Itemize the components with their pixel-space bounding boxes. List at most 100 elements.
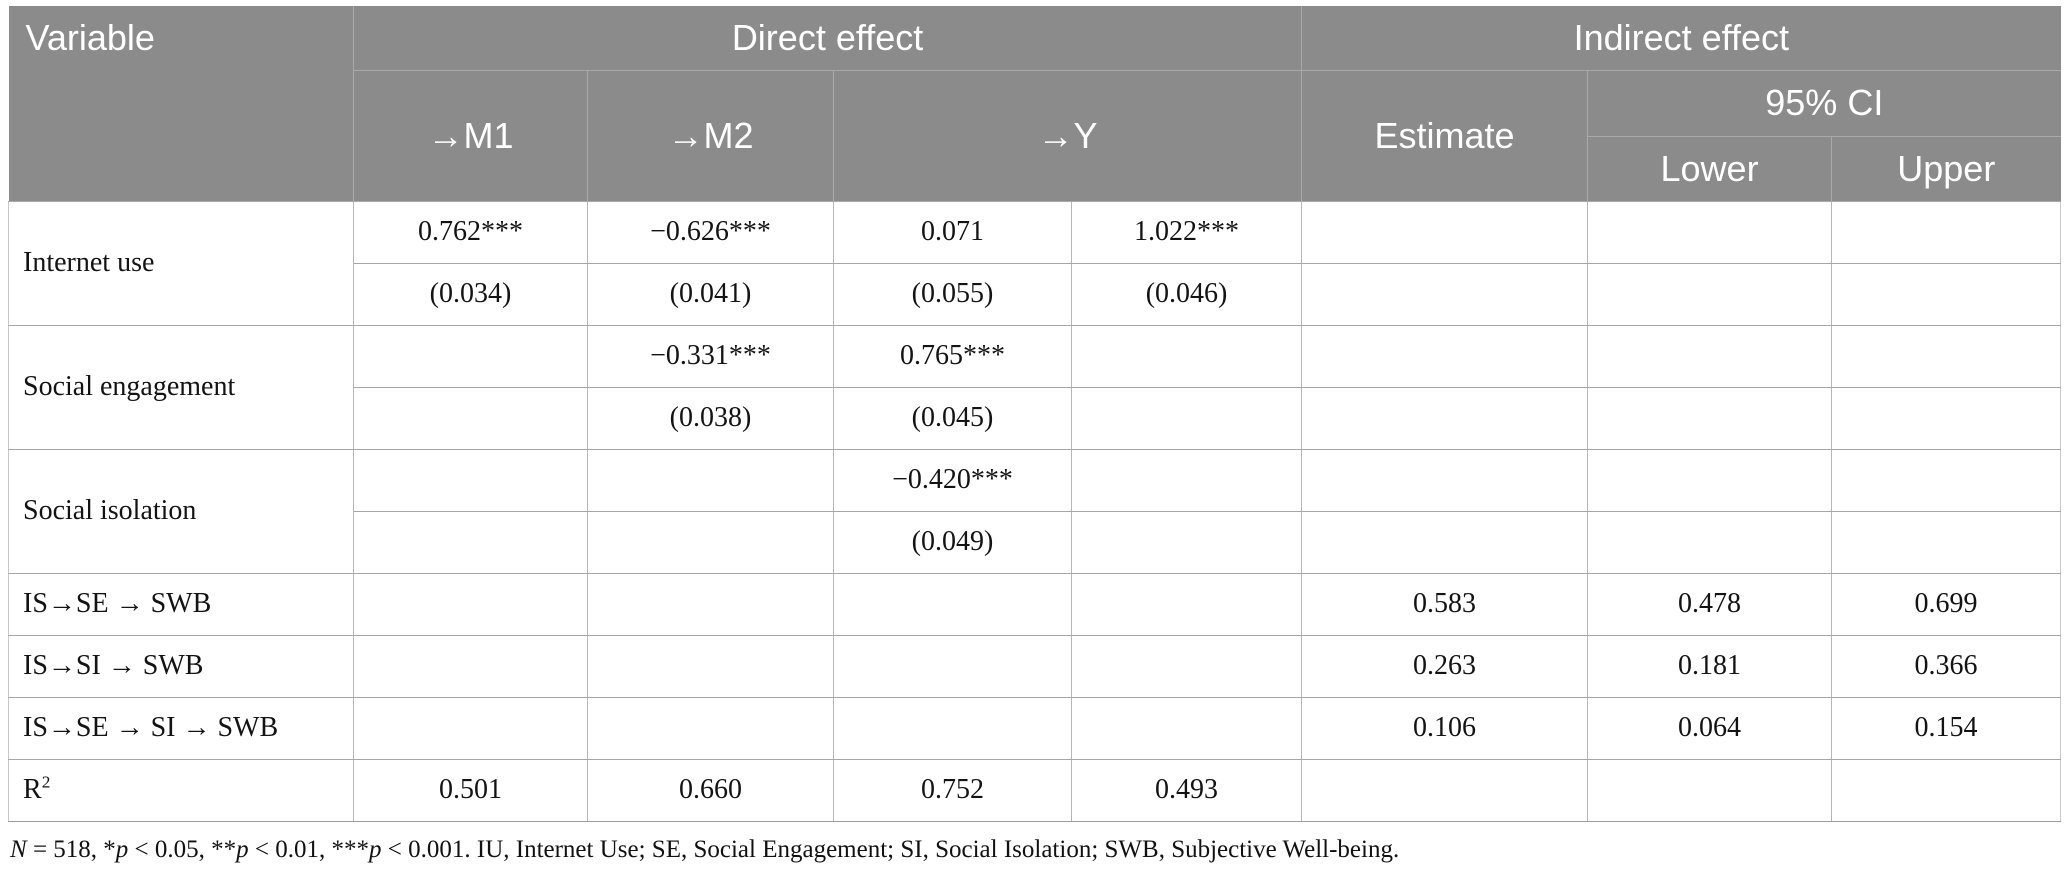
row-label-internet-use: Internet use	[8, 200, 354, 326]
cell-empty	[1070, 510, 1303, 574]
col-header-estimate: Estimate	[1301, 69, 1589, 202]
cell-empty	[1070, 572, 1303, 636]
cell-internet-use-y1: 0.071	[833, 200, 1072, 264]
cell-social-isolation-y1-se: (0.049)	[833, 510, 1072, 574]
table-footnote: N = 518, *p < 0.05, **p < 0.01, ***p < 0…	[10, 835, 1400, 863]
cell-social-engagement-y1: 0.765***	[833, 324, 1072, 388]
cell-empty	[353, 696, 588, 760]
cell-empty	[1831, 386, 2062, 450]
row-label-is-se-si-swb: IS→SE → SI → SWB	[8, 696, 354, 760]
cell-is-si-swb-upper: 0.366	[1831, 634, 2062, 698]
cell-empty	[1587, 324, 1833, 388]
cell-social-engagement-y1-se: (0.045)	[833, 386, 1072, 450]
cell-empty	[1070, 696, 1303, 760]
cell-empty	[353, 386, 588, 450]
row-social-isolation-se: (0.049)	[9, 510, 2062, 574]
cell-internet-use-y2: 1.022***	[1070, 200, 1303, 264]
cell-empty	[1831, 758, 2062, 822]
cell-internet-use-m2-se: (0.041)	[587, 262, 834, 326]
cell-empty	[353, 634, 588, 698]
cell-empty	[587, 510, 834, 574]
cell-is-se-swb-lower: 0.478	[1587, 572, 1833, 636]
col-header-direct-effect: Direct effect	[352, 6, 1303, 71]
col-header-95ci: 95% CI	[1587, 69, 2061, 137]
cell-is-se-swb-estimate: 0.583	[1301, 572, 1589, 636]
cell-is-se-swb-upper: 0.699	[1831, 572, 2062, 636]
cell-empty	[1301, 200, 1589, 264]
cell-empty	[1070, 634, 1303, 698]
cell-empty	[587, 696, 834, 760]
cell-r2-m2: 0.660	[587, 758, 834, 822]
cell-empty	[587, 634, 834, 698]
cell-empty	[1070, 448, 1303, 512]
mediation-effects-table: Variable Direct effect Indirect effect →…	[8, 6, 2062, 822]
row-is-si-swb: IS→SI → SWB 0.263 0.181 0.366	[8, 634, 2062, 698]
cell-empty	[1301, 510, 1589, 574]
cell-empty	[353, 572, 588, 636]
cell-empty	[1301, 448, 1589, 512]
cell-empty	[833, 634, 1072, 698]
cell-empty	[1587, 448, 1833, 512]
row-label-social-isolation: Social isolation	[8, 448, 354, 574]
cell-is-se-si-swb-lower: 0.064	[1587, 696, 1833, 760]
cell-is-si-swb-estimate: 0.263	[1301, 634, 1589, 698]
cell-empty	[1587, 510, 1833, 574]
row-is-se-si-swb: IS→SE → SI → SWB 0.106 0.064 0.154	[8, 696, 2062, 760]
row-label-social-engagement: Social engagement	[8, 324, 354, 450]
cell-internet-use-m1-se: (0.034)	[353, 262, 588, 326]
cell-internet-use-y2-se: (0.046)	[1070, 262, 1303, 326]
row-is-se-swb: IS→SE → SWB 0.583 0.478 0.699	[8, 572, 2062, 636]
cell-empty	[1831, 448, 2062, 512]
cell-empty	[1070, 324, 1303, 388]
table-header: Variable Direct effect Indirect effect →…	[8, 6, 2061, 202]
col-header-variable: Variable	[8, 6, 354, 202]
cell-empty	[1831, 510, 2062, 574]
cell-r2-m1: 0.501	[353, 758, 588, 822]
cell-empty	[1587, 758, 1833, 822]
cell-empty	[833, 572, 1072, 636]
cell-r2-y1: 0.752	[833, 758, 1072, 822]
cell-empty	[587, 572, 834, 636]
cell-empty	[1831, 200, 2062, 264]
cell-empty	[1831, 324, 2062, 388]
cell-empty	[1301, 758, 1589, 822]
cell-internet-use-m1: 0.762***	[353, 200, 588, 264]
col-header-indirect-effect: Indirect effect	[1301, 6, 2061, 71]
row-social-isolation-estimates: Social isolation −0.420***	[8, 448, 2062, 574]
cell-empty	[587, 448, 834, 512]
row-internet-use-estimates: Internet use 0.762*** −0.626*** 0.071 1.…	[8, 200, 2062, 326]
col-header-y: →Y	[832, 69, 1303, 202]
cell-social-engagement-m2: −0.331***	[587, 324, 834, 388]
cell-is-se-si-swb-estimate: 0.106	[1301, 696, 1589, 760]
row-r-squared: R2 0.501 0.660 0.752 0.493	[8, 758, 2062, 822]
cell-empty	[1070, 386, 1303, 450]
cell-empty	[1587, 200, 1833, 264]
cell-internet-use-m2: −0.626***	[587, 200, 834, 264]
cell-empty	[353, 324, 588, 388]
row-label-is-se-swb: IS→SE → SWB	[8, 572, 354, 636]
cell-r2-y2: 0.493	[1070, 758, 1303, 822]
row-internet-use-se: (0.034) (0.041) (0.055) (0.046)	[9, 262, 2062, 326]
cell-empty	[353, 448, 588, 512]
table-figure: Variable Direct effect Indirect effect →…	[8, 6, 2062, 863]
cell-empty	[353, 510, 588, 574]
table-body: Internet use 0.762*** −0.626*** 0.071 1.…	[8, 200, 2062, 822]
cell-social-isolation-y1: −0.420***	[833, 448, 1072, 512]
cell-internet-use-y1-se: (0.055)	[833, 262, 1072, 326]
col-header-m1: →M1	[353, 69, 588, 202]
cell-empty	[1587, 262, 1833, 326]
row-label-is-si-swb: IS→SI → SWB	[8, 634, 354, 698]
cell-is-si-swb-lower: 0.181	[1587, 634, 1833, 698]
cell-empty	[1587, 386, 1833, 450]
cell-empty	[833, 696, 1072, 760]
cell-is-se-si-swb-upper: 0.154	[1831, 696, 2062, 760]
row-social-engagement-estimates: Social engagement −0.331*** 0.765***	[8, 324, 2062, 450]
col-header-lower: Lower	[1587, 135, 1833, 202]
cell-empty	[1301, 324, 1589, 388]
cell-empty	[1301, 262, 1589, 326]
cell-empty	[1831, 262, 2062, 326]
row-label-r-squared: R2	[8, 758, 354, 822]
cell-empty	[1301, 386, 1589, 450]
cell-social-engagement-m2-se: (0.038)	[587, 386, 834, 450]
col-header-m2: →M2	[587, 69, 834, 202]
